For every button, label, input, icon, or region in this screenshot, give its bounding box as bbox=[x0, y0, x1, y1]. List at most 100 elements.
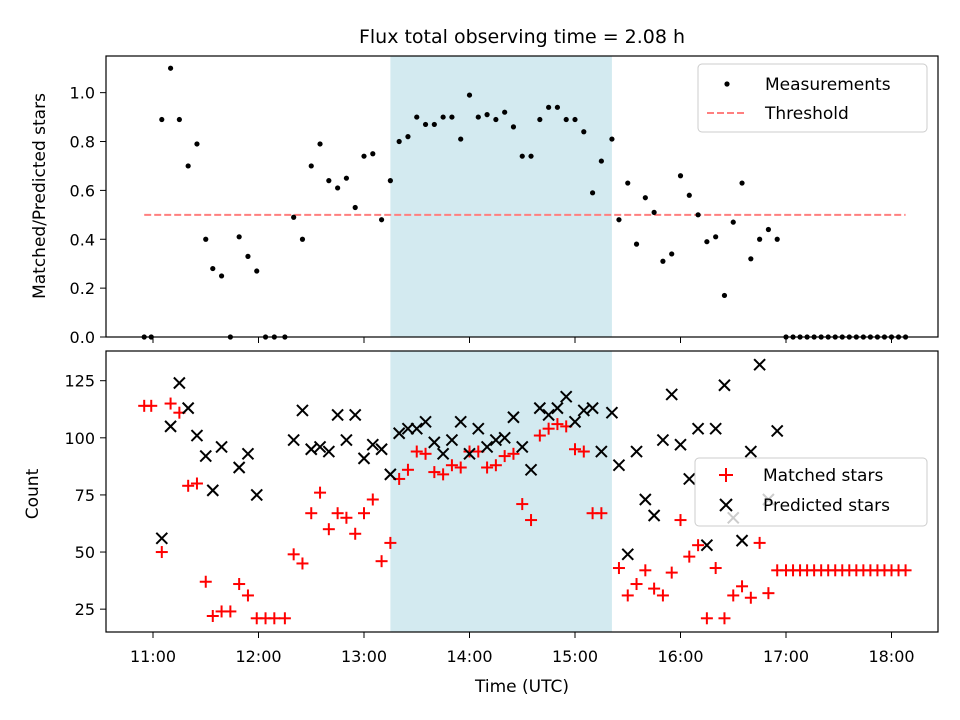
top-ytick-label: 0.2 bbox=[70, 279, 95, 298]
predicted-star-point bbox=[612, 459, 626, 472]
predicted-star-point bbox=[181, 401, 195, 415]
bottom-ytick-label: 100 bbox=[64, 429, 95, 448]
measurement-point bbox=[475, 114, 481, 120]
measurement-point bbox=[669, 251, 675, 257]
measurement-point bbox=[739, 180, 745, 186]
matched-star-point bbox=[145, 399, 158, 412]
bottom-legend: Matched stars Predicted stars bbox=[694, 457, 928, 527]
measurement-point bbox=[748, 256, 754, 262]
measurement-point bbox=[405, 134, 411, 140]
matched-star-point bbox=[648, 582, 661, 595]
matched-star-point bbox=[278, 612, 291, 625]
matched-star-point bbox=[182, 479, 195, 492]
measurement-point bbox=[431, 121, 437, 128]
matched-star-point bbox=[349, 527, 362, 540]
predicted-star-point bbox=[305, 443, 318, 456]
predicted-star-point bbox=[489, 433, 503, 447]
measurement-point bbox=[554, 104, 561, 110]
predicted-star-point bbox=[155, 532, 168, 545]
predicted-star-point bbox=[639, 493, 652, 506]
bottom-ytick-label: 25 bbox=[75, 600, 95, 619]
matched-star-point bbox=[375, 555, 388, 568]
matched-star-point bbox=[665, 566, 678, 579]
legend-threshold-label: Threshold bbox=[764, 104, 849, 124]
matched-star-point bbox=[305, 507, 318, 520]
measurement-point bbox=[203, 236, 209, 242]
measurement-point bbox=[625, 180, 631, 186]
xtick-label: 13:00 bbox=[341, 647, 387, 666]
predicted-star-point bbox=[232, 461, 246, 474]
matched-star-point bbox=[322, 523, 335, 536]
predicted-star-point bbox=[250, 488, 263, 502]
predicted-star-point bbox=[331, 408, 344, 422]
measurement-point bbox=[458, 136, 464, 142]
matched-star-point bbox=[428, 466, 441, 479]
predicted-star-point bbox=[313, 440, 327, 454]
measurement-point bbox=[589, 190, 596, 196]
chart-title: Flux total observing time = 2.08 h bbox=[359, 26, 685, 48]
bottom-panel: 25 50 75 100 125 11:00 12:00 13:00 14:00 15:00 16… bbox=[23, 350, 939, 697]
predicted-star-point bbox=[560, 390, 573, 403]
measurement-point bbox=[546, 104, 552, 110]
measurement-point bbox=[633, 241, 640, 247]
matched-star-point bbox=[164, 397, 177, 410]
measurement-point bbox=[493, 116, 499, 123]
predicted-star-point bbox=[206, 484, 219, 497]
bottom-shaded-window bbox=[390, 351, 612, 632]
measurement-point bbox=[361, 153, 367, 159]
predicted-star-point bbox=[709, 422, 722, 435]
matched-star-point bbox=[516, 498, 529, 511]
matched-star-point bbox=[224, 605, 237, 618]
matched-star-point bbox=[314, 486, 327, 499]
measurement-point bbox=[449, 114, 455, 120]
measurement-point bbox=[519, 153, 525, 159]
matched-star-point bbox=[498, 450, 511, 463]
measurement-point bbox=[510, 124, 517, 130]
bottom-ytick-label: 50 bbox=[75, 543, 95, 562]
measurement-point bbox=[677, 173, 684, 179]
measurement-point bbox=[616, 217, 622, 223]
predicted-star-point bbox=[366, 438, 379, 451]
matched-star-point bbox=[199, 575, 212, 588]
shaded-window-bottom bbox=[390, 351, 612, 632]
measurement-point bbox=[704, 239, 710, 245]
top-panel: 0.0 0.2 0.4 0.6 0.8 1.0 Matched/Predicted sta… bbox=[30, 55, 939, 347]
matched-star-point bbox=[358, 507, 370, 520]
predicted-star-point bbox=[656, 433, 670, 447]
legend-predicted-marker bbox=[719, 498, 733, 512]
measurement-point bbox=[167, 65, 174, 71]
measurement-point bbox=[757, 236, 763, 242]
predicted-star-point bbox=[215, 440, 228, 454]
measurement-point bbox=[730, 219, 736, 225]
measurement-point bbox=[651, 209, 657, 215]
predicted-star-point bbox=[357, 452, 371, 465]
measurement-point bbox=[352, 204, 358, 211]
measurement-point bbox=[378, 217, 385, 223]
matched-star-point bbox=[481, 461, 494, 474]
measurement-point bbox=[370, 151, 376, 157]
matched-star-point bbox=[718, 612, 731, 625]
top-ytick-label: 1.0 bbox=[70, 84, 95, 103]
predicted-star-point bbox=[498, 431, 511, 445]
xtick-label: 18:00 bbox=[868, 647, 914, 666]
top-y-axis: 0.0 0.2 0.4 0.6 0.8 1.0 bbox=[70, 84, 106, 347]
matched-star-point bbox=[401, 463, 414, 476]
measurement-point bbox=[642, 195, 648, 201]
predicted-star-point bbox=[199, 449, 212, 463]
predicted-star-point bbox=[349, 408, 362, 422]
matched-star-point bbox=[656, 589, 669, 602]
measurement-point bbox=[537, 116, 543, 123]
predicted-star-point bbox=[647, 509, 661, 522]
predicted-star-point bbox=[735, 534, 749, 547]
top-x-ticks bbox=[152, 337, 892, 343]
predicted-star-point bbox=[683, 472, 696, 486]
measurement-point bbox=[660, 258, 666, 264]
predicted-star-point bbox=[428, 436, 441, 449]
predicted-star-point bbox=[744, 445, 758, 458]
matched-star-point bbox=[753, 536, 766, 549]
predicted-star-point bbox=[287, 433, 300, 447]
predicted-star-point bbox=[674, 438, 687, 451]
predicted-star-point bbox=[551, 401, 564, 415]
matched-star-point bbox=[410, 445, 423, 458]
